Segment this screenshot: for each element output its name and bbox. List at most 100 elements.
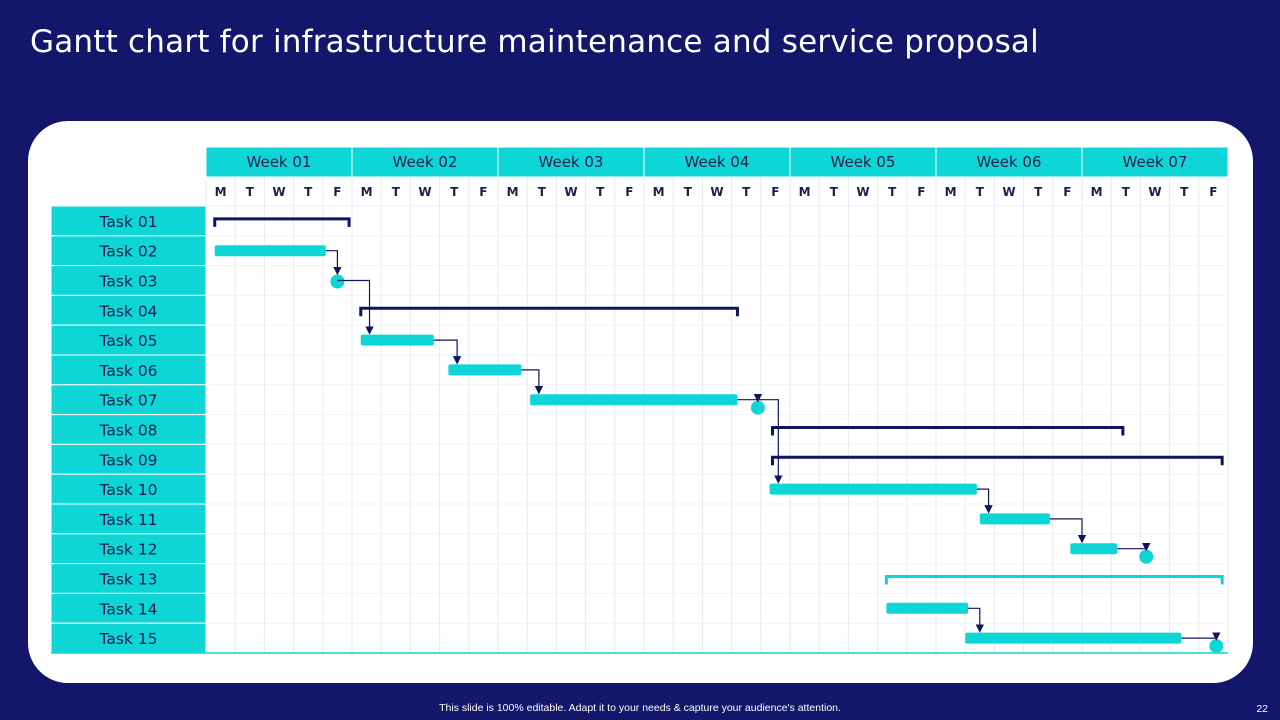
week-header-cell <box>351 146 499 178</box>
dependency-arrow <box>433 339 462 365</box>
summary-bracket <box>770 426 1125 436</box>
task-bar <box>448 364 522 376</box>
day-label: T <box>888 185 897 199</box>
task-label-cell <box>50 205 207 237</box>
page-number: 22 <box>1256 703 1268 715</box>
day-label: M <box>653 185 665 199</box>
task-label: Task 09 <box>98 451 157 469</box>
week-label: Week 03 <box>539 153 604 171</box>
day-label: W <box>418 185 431 199</box>
week-header-cell <box>789 146 937 178</box>
dependency-arrow <box>1181 632 1221 641</box>
slide-title: Gantt chart for infrastructure maintenan… <box>30 24 1039 60</box>
day-label: M <box>507 185 519 199</box>
day-label: M <box>215 185 227 199</box>
day-label: F <box>333 185 341 199</box>
summary-bracket <box>884 575 1224 585</box>
week-header-cell <box>1081 146 1229 178</box>
day-label: F <box>1063 185 1071 199</box>
day-label: F <box>625 185 633 199</box>
week-label: Week 02 <box>393 153 458 171</box>
day-label: W <box>710 185 723 199</box>
task-bar <box>965 632 1182 644</box>
task-bar <box>530 394 738 406</box>
task-label-cell <box>50 414 207 445</box>
dependency-arrow <box>737 393 763 403</box>
dependency-arrow <box>1117 542 1151 552</box>
week-label: Week 07 <box>1123 153 1188 171</box>
day-label: F <box>1209 185 1217 199</box>
week-header-cell <box>643 146 791 178</box>
day-label: M <box>361 185 373 199</box>
dependency-arrow <box>337 279 374 335</box>
week-header-cell <box>935 146 1083 178</box>
milestone-marker <box>330 274 345 289</box>
task-bar <box>769 483 977 495</box>
day-label: T <box>246 185 255 199</box>
task-label: Task 07 <box>98 392 157 410</box>
task-label-cell <box>50 294 207 326</box>
task-label-cell <box>50 533 207 565</box>
task-label-cell <box>50 384 207 416</box>
day-label: T <box>596 185 605 199</box>
task-label: Task 15 <box>98 630 157 648</box>
milestone-marker <box>1139 549 1154 564</box>
task-label: Task 10 <box>98 481 157 499</box>
footer-note: This slide is 100% editable. Adapt it to… <box>439 702 841 714</box>
week-label: Week 05 <box>831 153 896 171</box>
task-bar <box>979 513 1050 525</box>
milestone-marker <box>750 400 765 415</box>
day-label: F <box>771 185 779 199</box>
day-label: T <box>976 185 985 199</box>
day-label: T <box>538 185 547 199</box>
gantt-card: Week 01 M T W T F Week 02 M T W T F Week 03 M T W T F Week… <box>28 121 1253 683</box>
task-label: Task 14 <box>98 600 157 618</box>
task-label-cell <box>50 265 207 296</box>
task-label-cell <box>50 503 207 535</box>
dependency-arrow <box>757 399 783 484</box>
day-label: T <box>304 185 313 199</box>
day-label: T <box>830 185 839 199</box>
dependency-arrow <box>968 607 984 633</box>
dependency-arrow <box>521 369 544 395</box>
dependency-arrow <box>325 250 342 276</box>
dependency-arrow <box>1049 518 1087 544</box>
task-label: Task 02 <box>98 243 157 261</box>
day-label: W <box>1002 185 1015 199</box>
day-label: T <box>392 185 401 199</box>
day-label: T <box>684 185 693 199</box>
week-label: Week 04 <box>685 153 750 171</box>
summary-bracket <box>213 217 351 227</box>
task-label-cell <box>50 443 207 475</box>
summary-bracket <box>770 455 1224 466</box>
task-label: Task 11 <box>98 511 157 529</box>
day-label: F <box>479 185 487 199</box>
task-label-cell <box>50 235 207 267</box>
task-bar <box>1070 543 1118 555</box>
task-label: Task 03 <box>98 273 157 291</box>
task-label-cell <box>50 473 207 505</box>
day-label: T <box>450 185 459 199</box>
day-label: W <box>564 185 577 199</box>
day-label: M <box>799 185 811 199</box>
task-label: Task 13 <box>98 571 157 589</box>
task-label: Task 05 <box>98 332 157 350</box>
gantt-chart: Week 01 M T W T F Week 02 M T W T F Week 03 M T W T F Week… <box>50 146 1229 654</box>
day-label: W <box>272 185 285 199</box>
day-label: M <box>945 185 957 199</box>
day-label: T <box>1034 185 1043 199</box>
summary-bracket <box>359 306 739 317</box>
task-label: Task 12 <box>98 541 157 559</box>
task-label: Task 08 <box>98 422 157 440</box>
day-label: W <box>1148 185 1161 199</box>
week-label: Week 01 <box>247 153 312 171</box>
milestone-marker <box>1209 639 1224 654</box>
day-label: T <box>1122 185 1131 199</box>
task-label: Task 01 <box>98 213 157 231</box>
day-label: T <box>742 185 751 199</box>
task-bar <box>360 334 434 346</box>
day-label: F <box>917 185 925 199</box>
dependency-arrow <box>976 488 993 514</box>
task-label-cell <box>50 592 207 624</box>
task-bar <box>214 245 326 257</box>
